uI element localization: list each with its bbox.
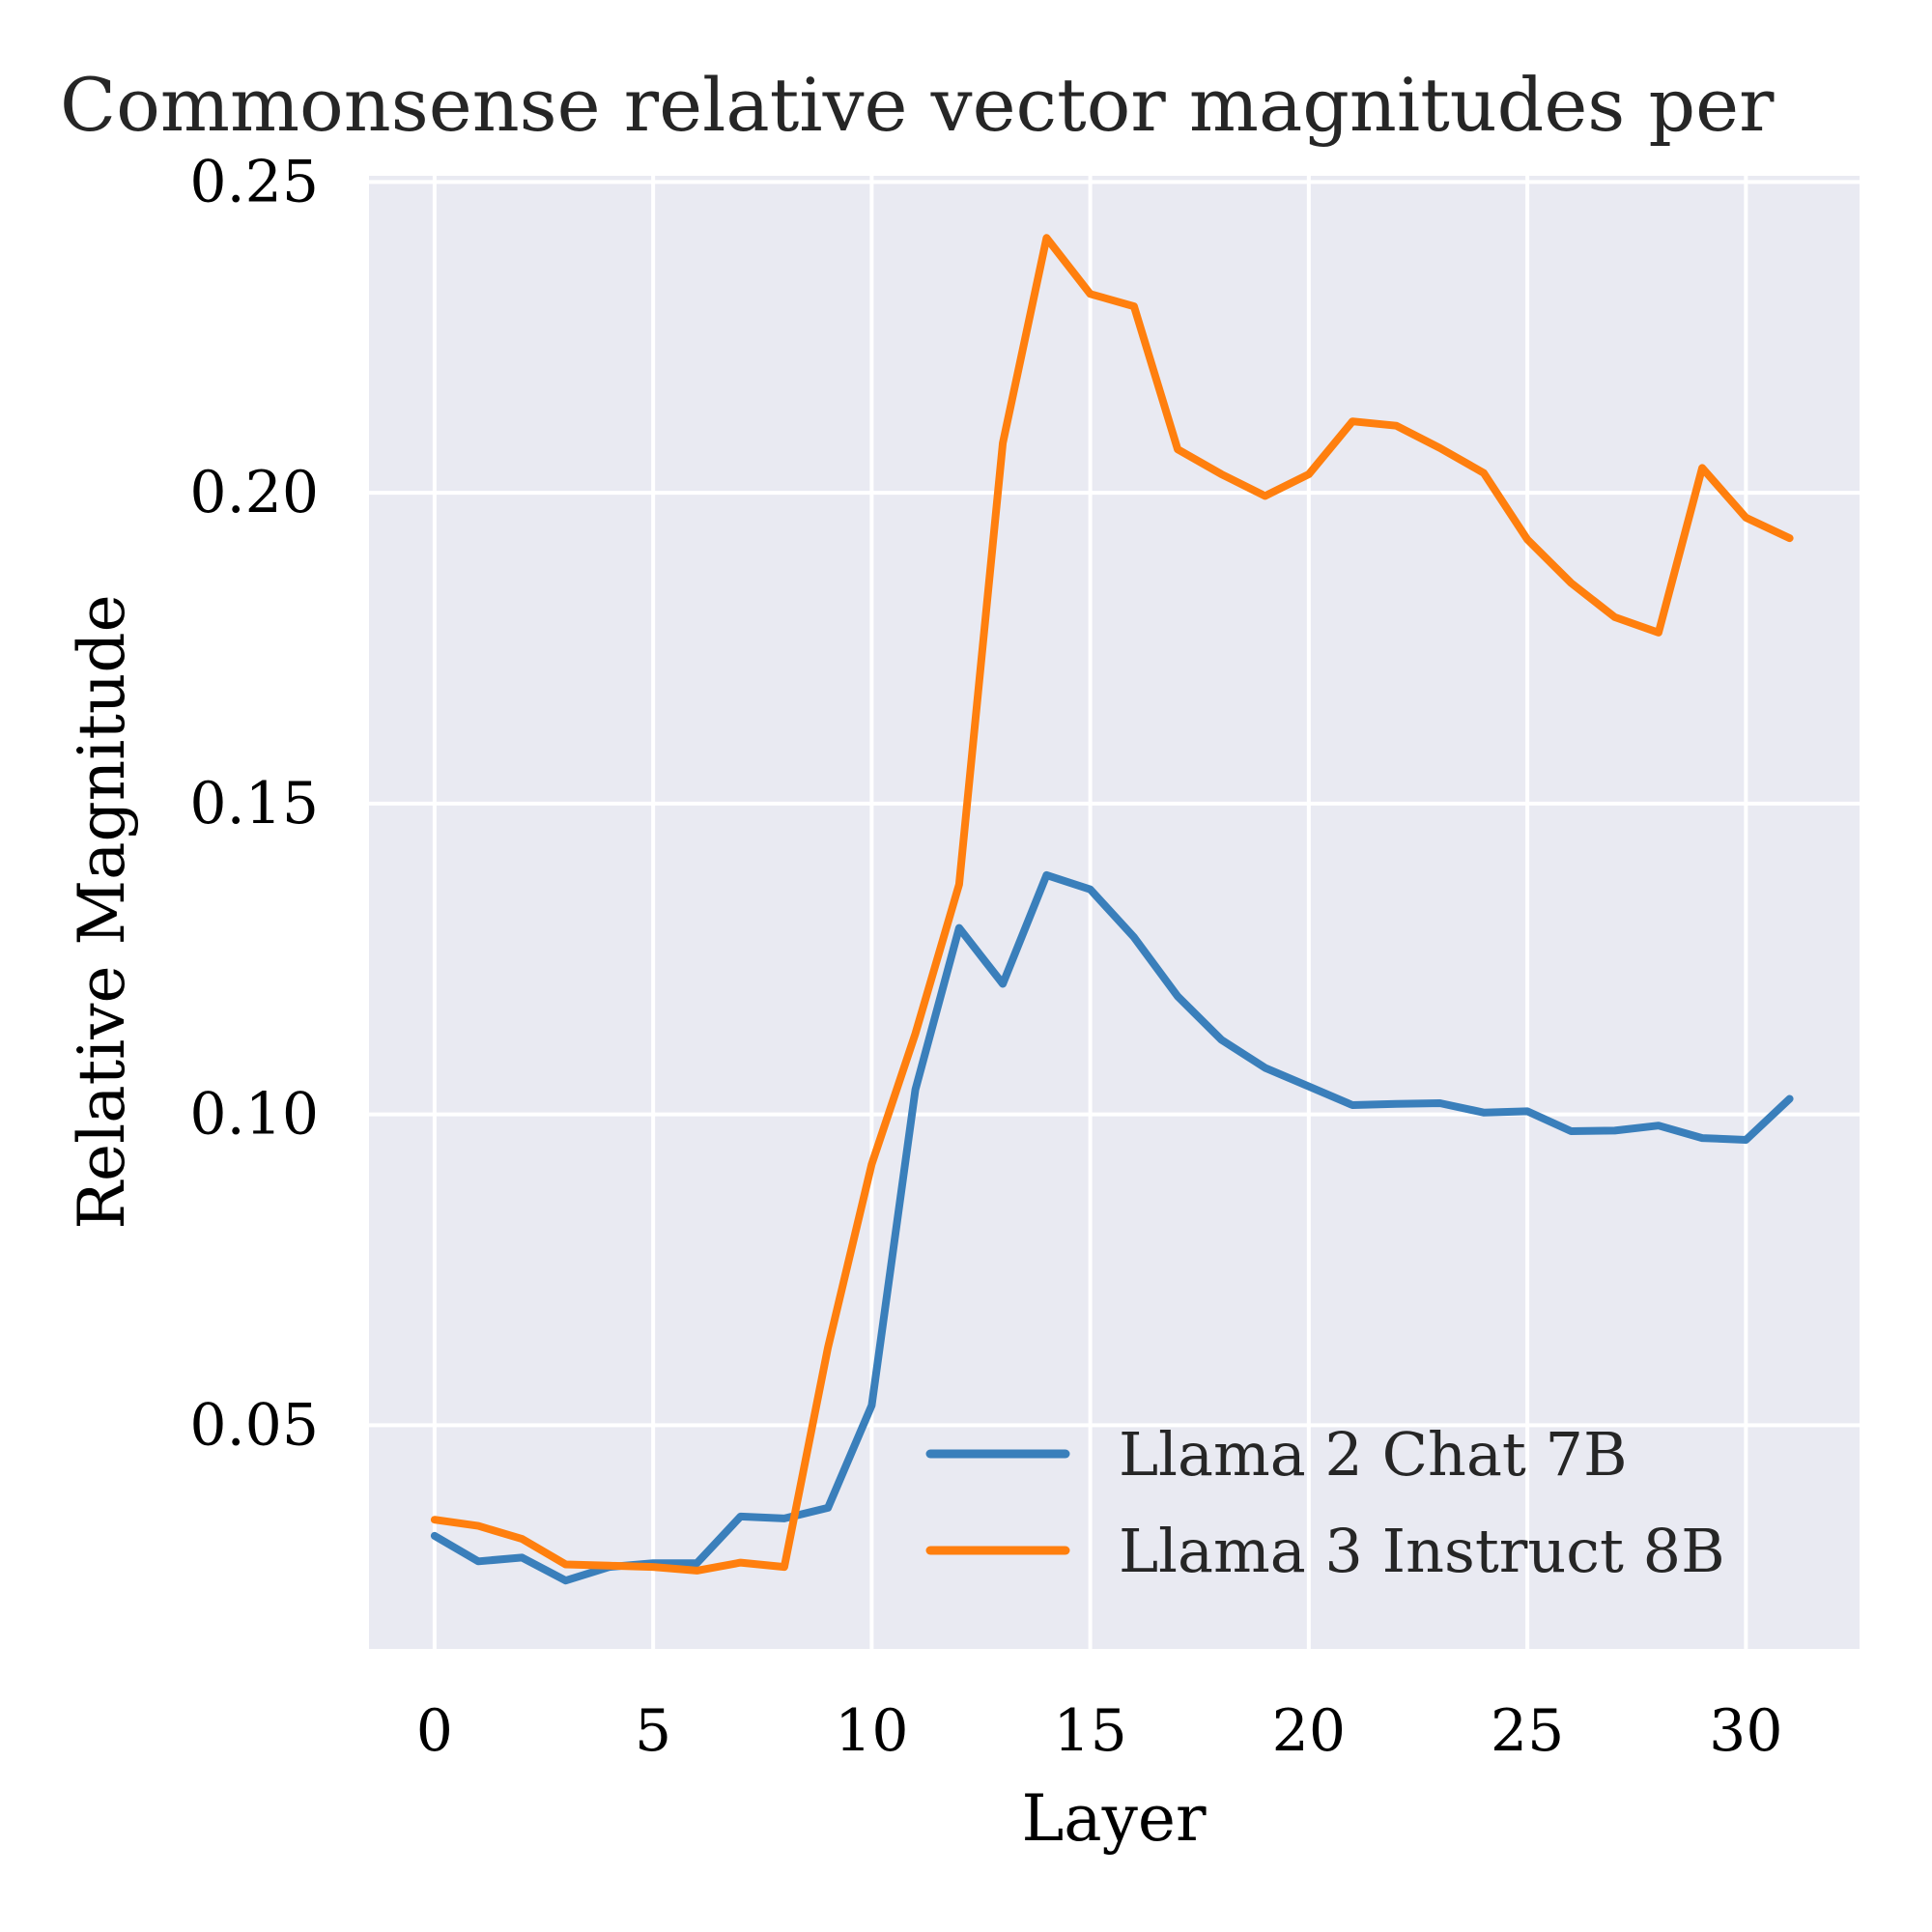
x-axis-label: Layer [1021, 1781, 1207, 1856]
x-axis: 0 5 10 15 20 25 30 [416, 1697, 1783, 1765]
x-tick-label: 0 [416, 1697, 453, 1765]
legend-label: Llama 2 Chat 7B [1119, 1419, 1628, 1490]
legend: Llama 2 Chat 7B Llama 3 Instruct 8B [925, 1419, 1725, 1586]
series-line [430, 870, 1794, 1585]
x-tick-label: 25 [1491, 1697, 1564, 1765]
x-tick-label: 10 [835, 1697, 908, 1765]
y-axis: 0.05 0.10 0.15 0.20 0.25 [189, 148, 319, 1459]
chart-title: Commonsense relative vector magnitudes p… [60, 62, 1775, 148]
x-tick-label: 15 [1053, 1697, 1126, 1765]
y-tick-label: 0.20 [189, 459, 319, 526]
x-tick-label: 5 [635, 1697, 671, 1765]
x-tick-label: 30 [1709, 1697, 1782, 1765]
y-tick-label: 0.10 [189, 1081, 319, 1149]
grid [369, 176, 1860, 1649]
y-tick-label: 0.25 [189, 148, 319, 215]
series-group [430, 234, 1794, 1585]
x-tick-label: 20 [1272, 1697, 1346, 1765]
y-tick-label: 0.05 [189, 1391, 319, 1459]
legend-label: Llama 3 Instruct 8B [1119, 1516, 1725, 1586]
series-line [430, 234, 1794, 1575]
y-tick-label: 0.15 [189, 770, 319, 838]
y-axis-label: Relative Magnitude [65, 594, 139, 1229]
